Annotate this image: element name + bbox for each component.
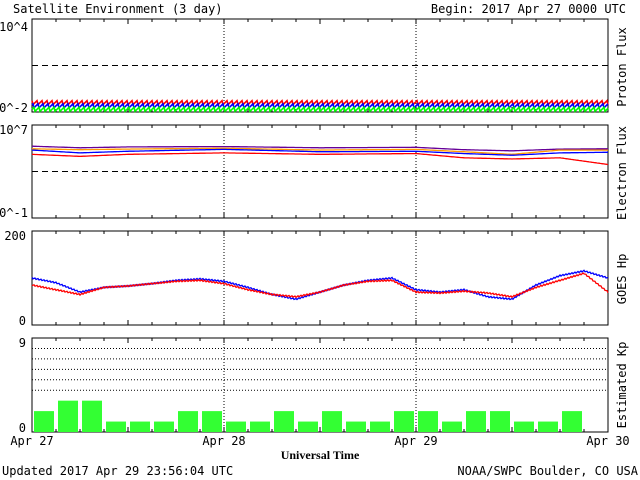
x-axis-title: Universal Time: [281, 448, 360, 462]
electron-ytick-top: 10^7: [0, 123, 28, 137]
credit-text: NOAA/SWPC Boulder, CO USA: [457, 464, 638, 478]
estimated-kp-label: Estimated Kp: [615, 342, 629, 429]
kp-bar: [562, 411, 582, 432]
begin-timestamp: Begin: 2017 Apr 27 0000 UTC: [431, 2, 626, 16]
kp-bar: [226, 421, 246, 432]
kp-bar: [466, 411, 486, 432]
kp-bar: [538, 421, 558, 432]
panel-frame-1: [31, 124, 609, 219]
xtick-apr30: Apr 30: [586, 434, 629, 448]
kp-bar: [34, 411, 54, 432]
updated-timestamp: Updated 2017 Apr 29 23:56:04 UTC: [2, 464, 233, 478]
proton-ytick-bottom: 10^-2: [0, 101, 28, 115]
proton-flux-label: Proton Flux: [615, 27, 629, 106]
xtick-apr27: Apr 27: [10, 434, 53, 448]
panel-frame-2: [31, 230, 609, 326]
kp-bar: [490, 411, 510, 432]
kp-bar: [58, 400, 78, 432]
goes-hp-label: GOES Hp: [615, 254, 629, 305]
kp-bar: [346, 421, 366, 432]
kp-bar: [418, 411, 438, 432]
kp-bar: [298, 421, 318, 432]
hp-ytick-top: 200: [4, 229, 26, 243]
electron-flux-series-3: [31, 152, 609, 166]
electron-ytick-bottom: 10^-1: [0, 206, 28, 220]
xtick-apr28: Apr 28: [202, 434, 245, 448]
electron-flux-series-2: [32, 148, 608, 156]
chart-marks: [31, 18, 609, 433]
kp-ytick-top: 9: [19, 336, 26, 350]
kp-bar: [274, 411, 294, 432]
goes-hp-series-1: [31, 272, 609, 299]
hp-ytick-bottom: 0: [19, 314, 26, 328]
kp-bar: [322, 411, 342, 432]
electron-flux-series-0: [32, 145, 608, 152]
kp-bar: [442, 421, 462, 432]
goes-hp-series-0: [31, 269, 609, 301]
kp-bar: [202, 411, 222, 432]
electron-flux-label: Electron Flux: [615, 126, 629, 220]
panel-frame-3: [31, 337, 609, 433]
kp-bar: [370, 421, 390, 432]
kp-bar: [82, 400, 102, 432]
kp-bar: [394, 411, 414, 432]
kp-bar: [106, 421, 126, 432]
kp-ytick-bottom: 0: [19, 421, 26, 435]
electron-flux-series-1: [32, 147, 608, 155]
kp-bar: [130, 421, 150, 432]
xtick-apr29: Apr 29: [394, 434, 437, 448]
kp-bar: [178, 411, 198, 432]
panel-frame-0: [31, 18, 609, 113]
kp-bar: [154, 421, 174, 432]
proton-flux-series-2: [31, 105, 609, 113]
proton-ytick-top: 10^4: [0, 20, 28, 34]
plot-title: Satellite Environment (3 day): [13, 2, 223, 16]
kp-bar: [514, 421, 534, 432]
proton-flux-series-1: [31, 102, 609, 110]
kp-bar: [250, 421, 270, 432]
